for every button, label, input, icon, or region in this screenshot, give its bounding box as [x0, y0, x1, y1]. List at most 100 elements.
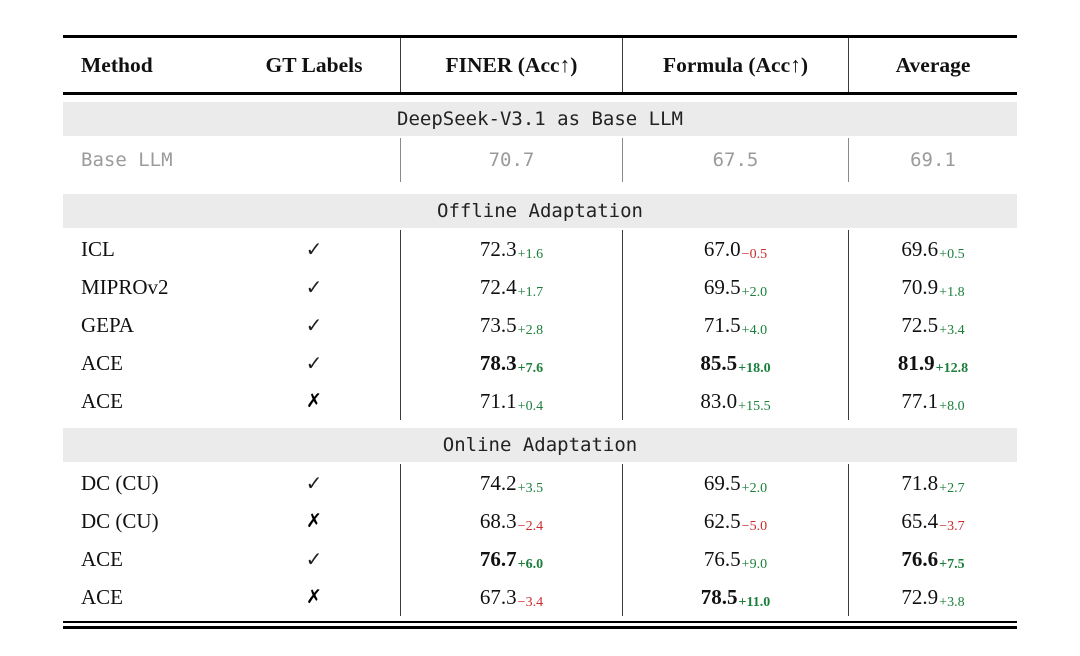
delta-value: +6.0 — [517, 557, 544, 572]
table-row: GEPA ✓ 73.5 +2.8 71.5 +4.0 72.5 +3.4 — [63, 306, 1017, 344]
delta-value: +12.8 — [935, 361, 969, 376]
finer-cell: 76.7 +6.0 — [400, 540, 622, 578]
average-cell: 69.6 +0.5 — [848, 230, 1017, 268]
table-row: DC (CU) ✓ 74.2 +3.5 69.5 +2.0 71.8 +2.7 — [63, 464, 1017, 502]
delta-value: +15.5 — [738, 399, 771, 414]
method-cell: DC (CU) — [81, 508, 159, 533]
cross-icon: ✗ — [306, 586, 322, 608]
formula-cell: 78.5 +11.0 — [622, 578, 848, 616]
formula-cell: 83.0 +15.5 — [622, 382, 848, 420]
finer-cell: 67.3 −3.4 — [400, 578, 622, 616]
delta-value: +1.6 — [517, 247, 544, 262]
section-band-base-llm: DeepSeek-V3.1 as Base LLM — [63, 102, 1017, 136]
formula-cell: 76.5 +9.0 — [622, 540, 848, 578]
method-cell: ACE — [81, 350, 123, 375]
metric-value: 69.1 — [910, 148, 956, 171]
header-rule — [63, 92, 1017, 95]
delta-value: +9.0 — [741, 557, 768, 572]
table-row-base-llm: Base LLM 70.7 67.5 69.1 — [63, 138, 1017, 182]
average-cell: 76.6 +7.5 — [848, 540, 1017, 578]
header-finer: FINER (Acc↑) — [400, 38, 622, 92]
check-icon: ✓ — [305, 471, 323, 495]
finer-cell: 78.3 +7.6 — [400, 344, 622, 382]
finer-cell: 71.1 +0.4 — [400, 382, 622, 420]
table-row: MIPROv2 ✓ 72.4 +1.7 69.5 +2.0 70.9 +1.8 — [63, 268, 1017, 306]
gt-cell: ✓ — [228, 344, 400, 382]
section-title: Online Adaptation — [442, 434, 638, 456]
delta-value: +4.0 — [741, 323, 768, 338]
gt-cell: ✗ — [228, 382, 400, 420]
delta-value: +2.0 — [741, 285, 768, 300]
gt-cell: ✓ — [228, 230, 400, 268]
method-cell: GEPA — [81, 312, 134, 337]
delta-value: +8.0 — [939, 399, 965, 414]
average-cell: 77.1 +8.0 — [848, 382, 1017, 420]
table-row: ACE ✗ 67.3 −3.4 78.5 +11.0 72.9 +3.8 — [63, 578, 1017, 616]
gt-cell: ✓ — [228, 540, 400, 578]
delta-value: +18.0 — [738, 361, 771, 376]
bottom-rule-thin — [63, 621, 1017, 623]
delta-value: +3.5 — [517, 481, 544, 496]
gt-cell: ✓ — [228, 268, 400, 306]
method-cell: ACE — [81, 546, 123, 571]
delta-value: +1.8 — [939, 285, 965, 300]
average-cell: 81.9 +12.8 — [848, 344, 1017, 382]
bottom-rule-thick — [63, 625, 1017, 629]
delta-value: +0.5 — [939, 247, 965, 262]
method-cell: ICL — [81, 236, 115, 261]
check-icon: ✓ — [305, 547, 323, 571]
delta-value: +7.5 — [939, 557, 965, 572]
finer-cell: 73.5 +2.8 — [400, 306, 622, 344]
average-cell: 70.9 +1.8 — [848, 268, 1017, 306]
method-cell: ACE — [81, 388, 123, 413]
formula-cell: 71.5 +4.0 — [622, 306, 848, 344]
delta-value: −0.5 — [741, 247, 768, 262]
finer-cell: 72.3 +1.6 — [400, 230, 622, 268]
formula-cell: 69.5 +2.0 — [622, 464, 848, 502]
average-cell: 72.5 +3.4 — [848, 306, 1017, 344]
average-cell: 65.4 −3.7 — [848, 502, 1017, 540]
table-row: DC (CU) ✗ 68.3 −2.4 62.5 −5.0 65.4 −3.7 — [63, 502, 1017, 540]
finer-cell: 70.7 — [400, 138, 622, 182]
table-row: ACE ✓ 78.3 +7.6 85.5 +18.0 81.9 +12.8 — [63, 344, 1017, 382]
delta-value: +11.0 — [738, 595, 771, 610]
section-title: DeepSeek-V3.1 as Base LLM — [397, 108, 683, 130]
header-formula: Formula (Acc↑) — [622, 38, 848, 92]
metric-value: 67.5 — [712, 148, 759, 171]
gt-cell: ✗ — [228, 578, 400, 616]
gt-cell: ✗ — [228, 502, 400, 540]
results-table: Method GT Labels FINER (Acc↑) Formula (A… — [63, 35, 1017, 629]
formula-cell: 69.5 +2.0 — [622, 268, 848, 306]
check-icon: ✓ — [305, 351, 323, 375]
header-method: Method — [81, 52, 153, 77]
method-cell: DC (CU) — [81, 470, 159, 495]
section-band-online: Online Adaptation — [63, 428, 1017, 462]
table-row: ICL ✓ 72.3 +1.6 67.0 −0.5 69.6 +0.5 — [63, 230, 1017, 268]
delta-value: −3.4 — [517, 595, 544, 610]
delta-value: +2.8 — [517, 323, 544, 338]
finer-cell: 72.4 +1.7 — [400, 268, 622, 306]
section-title: Offline Adaptation — [437, 200, 643, 222]
check-icon: ✓ — [305, 237, 323, 261]
average-cell: 71.8 +2.7 — [848, 464, 1017, 502]
check-icon: ✓ — [305, 313, 323, 337]
check-icon: ✓ — [305, 275, 323, 299]
table-row: ACE ✓ 76.7 +6.0 76.5 +9.0 76.6 +7.5 — [63, 540, 1017, 578]
gt-cell: ✓ — [228, 306, 400, 344]
header-average: Average — [848, 38, 1017, 92]
formula-cell: 62.5 −5.0 — [622, 502, 848, 540]
section-band-offline: Offline Adaptation — [63, 194, 1017, 228]
delta-value: −5.0 — [741, 519, 768, 534]
gt-cell: ✓ — [228, 464, 400, 502]
delta-value: +2.7 — [939, 481, 965, 496]
header-gt-labels: GT Labels — [265, 52, 363, 77]
finer-cell: 68.3 −2.4 — [400, 502, 622, 540]
average-cell: 69.1 — [848, 138, 1017, 182]
delta-value: +3.8 — [939, 595, 965, 610]
delta-value: −2.4 — [517, 519, 544, 534]
delta-value: +1.7 — [517, 285, 544, 300]
finer-cell: 74.2 +3.5 — [400, 464, 622, 502]
formula-cell: 67.0 −0.5 — [622, 230, 848, 268]
method-cell: Base LLM — [81, 149, 173, 171]
table-header-row: Method GT Labels FINER (Acc↑) Formula (A… — [63, 38, 1017, 92]
